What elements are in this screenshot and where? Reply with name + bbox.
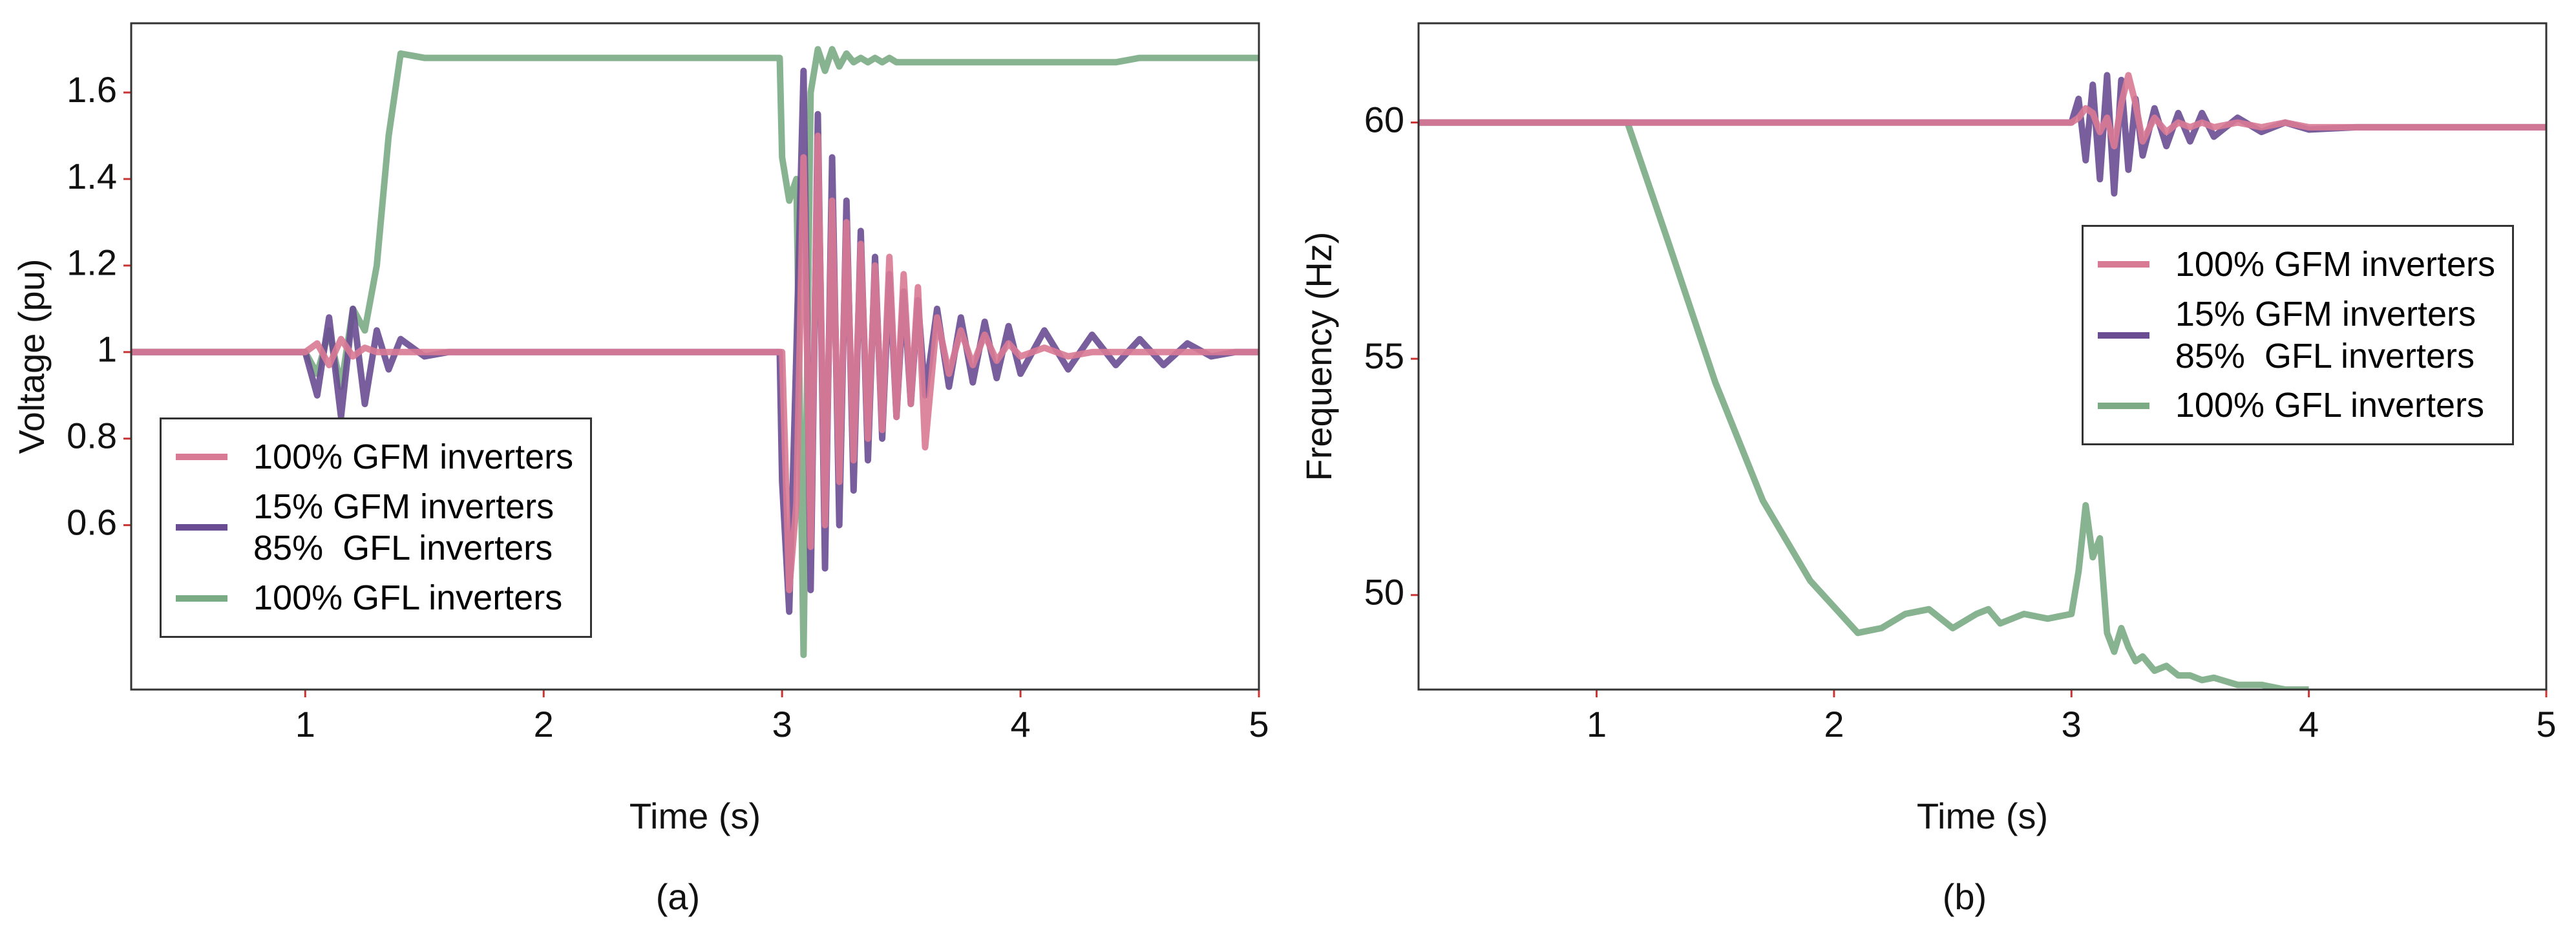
y-axis-label: Voltage (pu) [11,259,52,454]
x-tick-label: 5 [2536,704,2556,744]
plot-lines [1419,72,2546,690]
x-axis-label: Time (s) [1917,796,2048,836]
legend-entry: 100% GFM inverters [2097,244,2495,286]
series-line [131,132,1259,593]
legend-swatch [176,524,227,531]
legend-swatch [176,454,227,461]
legend: 100% GFM inverters 15% GFM inverters 85% … [160,417,593,638]
x-tick-label: 4 [2299,704,2319,744]
y-tick-label: 1.6 [67,69,117,110]
y-tick-label: 55 [1364,335,1404,376]
series-line [131,46,1259,659]
x-tick-label: 1 [295,704,315,744]
x-tick-label: 2 [1824,704,1844,744]
series-line [1419,72,2546,197]
legend-entry: 15% GFM inverters 85% GFL inverters [176,486,573,570]
y-tick-label: 0.6 [67,501,117,542]
series-line [1419,72,2546,150]
legend-label: 15% GFM inverters 85% GFL inverters [2175,294,2476,375]
x-tick-label: 1 [1587,704,1607,744]
legend-swatch [2097,332,2149,339]
legend-label: 100% GFL inverters [253,578,563,618]
x-tick-label: 2 [534,704,554,744]
plot-frame [130,22,1260,691]
y-axis-label: Frequency (Hz) [1298,232,1339,481]
legend-entry: 100% GFM inverters [176,436,573,478]
series-line [1419,119,2309,690]
x-tick-label: 3 [772,704,792,744]
plot-frame [1417,22,2548,691]
legend-label: 100% GFM inverters [253,437,574,476]
caption: (b) [1943,876,1987,917]
legend-entry: 100% GFL inverters [176,577,573,619]
x-tick-label: 3 [2062,704,2082,744]
y-tick-label: 50 [1364,572,1404,613]
legend-swatch [2097,402,2149,409]
legend-swatch [176,595,227,602]
legend-swatch [2097,261,2149,268]
y-tick-label: 0.8 [67,415,117,456]
legend-label: 100% GFM inverters [2175,245,2495,284]
y-tick-label: 1.4 [67,156,117,196]
legend-label: 15% GFM inverters 85% GFL inverters [253,487,554,568]
x-tick-label: 5 [1249,704,1269,744]
legend-entry: 15% GFM inverters 85% GFL inverters [2097,293,2495,377]
legend-entry: 100% GFL inverters [2097,385,2495,427]
legend: 100% GFM inverters 15% GFM inverters 85% … [2081,225,2514,446]
x-tick-label: 4 [1011,704,1031,744]
plot-lines [131,46,1259,659]
x-axis-label: Time (s) [629,796,761,836]
y-tick-label: 1.2 [67,242,117,283]
y-tick-label: 60 [1364,99,1404,140]
caption: (a) [656,876,700,917]
legend-label: 100% GFL inverters [2175,386,2485,425]
y-tick-label: 1 [97,329,117,370]
